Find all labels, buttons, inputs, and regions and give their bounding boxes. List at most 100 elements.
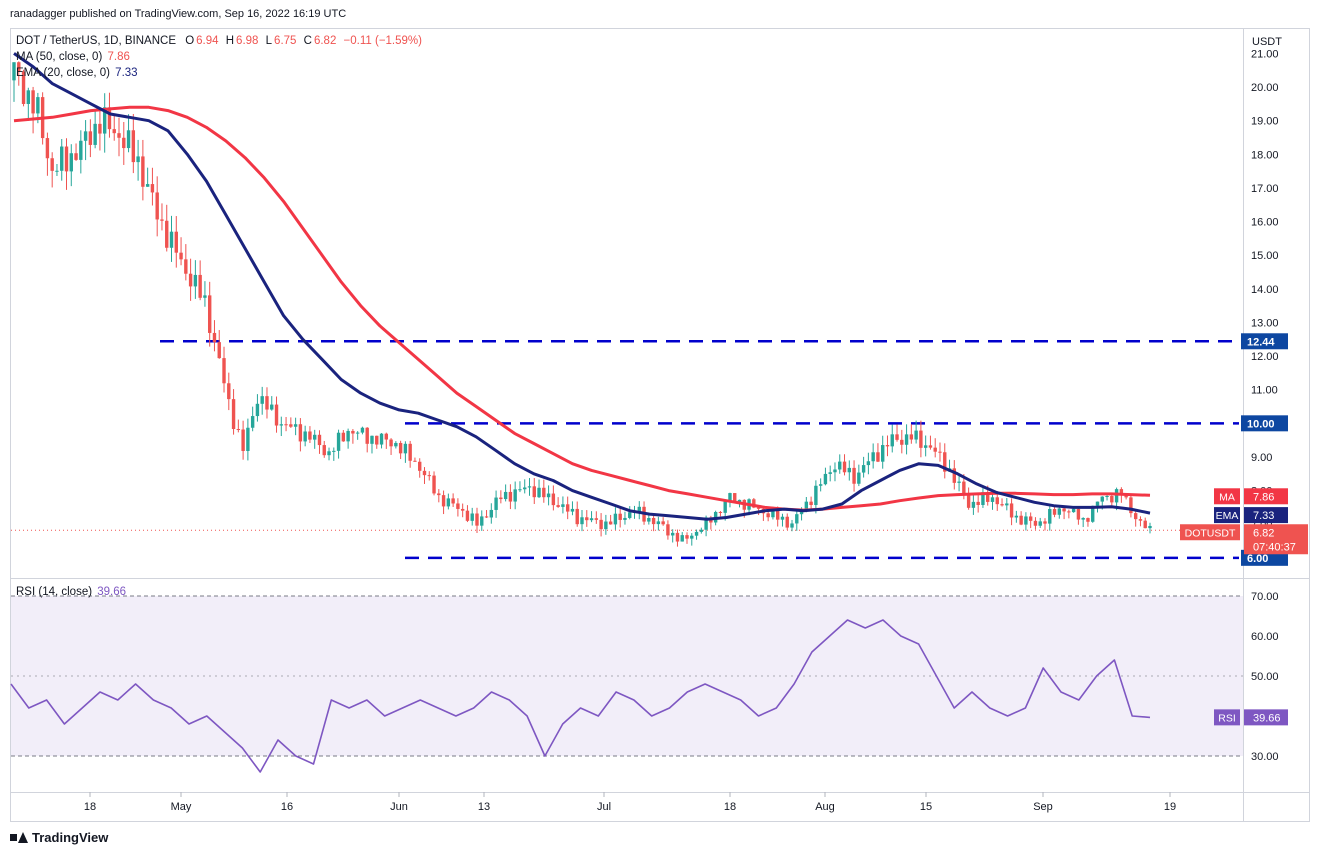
candle-body	[623, 517, 627, 520]
dotusdt-name-tag	[1180, 524, 1240, 541]
candle-body	[69, 153, 73, 172]
candle-body	[637, 506, 641, 512]
rsi-value-label: 39.66	[1253, 712, 1281, 724]
candle-body	[766, 513, 770, 518]
candle-body	[928, 445, 933, 448]
ema-value-label: 7.33	[1253, 510, 1274, 522]
candle-body	[112, 129, 116, 134]
price-tick-label: 20.00	[1251, 82, 1279, 94]
candle-body	[408, 443, 412, 461]
ma-line	[13, 105, 1151, 512]
publisher-header: ranadagger published on TradingView.com,…	[10, 8, 347, 20]
time-tick-label: 18	[724, 801, 736, 813]
candle-body	[117, 133, 121, 138]
candle-body	[236, 429, 241, 431]
candle-body	[900, 439, 904, 445]
candle-body	[1048, 509, 1052, 524]
candle-body	[685, 535, 689, 539]
candle-body	[556, 505, 560, 507]
tradingview-brand: TradingView	[32, 830, 109, 845]
candle-body	[857, 472, 861, 484]
candle-body	[1028, 516, 1033, 521]
candle-body	[876, 452, 880, 462]
time-tick-label: Aug	[815, 801, 835, 813]
candle-body	[475, 513, 479, 526]
time-tick-label: 13	[478, 801, 490, 813]
candle-body	[494, 497, 498, 510]
candle-body	[155, 192, 159, 220]
rsi-line	[10, 619, 1151, 773]
candle-body	[98, 123, 102, 134]
rsi-name-label: RSI	[1218, 712, 1236, 724]
candle-body	[289, 424, 293, 427]
candle-body	[1143, 520, 1147, 529]
candle-body	[966, 494, 971, 508]
candle-body	[484, 516, 489, 518]
candle-body	[441, 495, 446, 507]
candle-body	[904, 434, 909, 445]
candle-body	[618, 513, 622, 520]
candle-body	[752, 499, 756, 508]
candle-body	[1052, 509, 1057, 515]
tradingview-footer[interactable]: TradingView	[10, 830, 108, 845]
dotusdt-name-label: DOTUSDT	[1185, 527, 1236, 539]
candle-body	[628, 512, 632, 518]
candle-body	[1110, 496, 1114, 503]
candle-body	[613, 513, 618, 525]
candle-body	[270, 404, 274, 410]
candle-body	[413, 460, 417, 462]
rsi-name-tag	[1214, 709, 1240, 726]
candle-body	[231, 399, 236, 430]
candle-body	[1062, 508, 1066, 512]
price-tick-label: 9.00	[1251, 452, 1272, 464]
candle-body	[60, 146, 64, 171]
candle-body	[165, 220, 169, 248]
dotusdt-value-tag	[1244, 524, 1308, 555]
rsi-tick-label: 30.00	[1251, 751, 1279, 763]
candle-body	[990, 497, 995, 502]
candle-body	[1105, 496, 1109, 498]
candle-body	[313, 434, 317, 440]
candle-body	[728, 493, 732, 501]
candle-body	[699, 529, 704, 532]
candle-body	[489, 509, 494, 518]
candle-body	[17, 62, 21, 72]
candle-body	[804, 501, 809, 512]
candle-body	[303, 431, 307, 442]
candle-body	[370, 435, 374, 444]
candle-body	[814, 485, 818, 505]
candle-body	[207, 295, 212, 333]
candle-body	[322, 445, 326, 456]
candle-body	[771, 509, 775, 518]
candle-body	[470, 513, 474, 521]
candle-body	[351, 430, 355, 434]
candle-body	[212, 332, 217, 343]
candle-body	[546, 493, 551, 498]
candle-body	[842, 461, 847, 473]
candle-body	[198, 274, 202, 298]
candle-body	[255, 403, 260, 417]
candle-body	[847, 467, 851, 473]
dotusdt-countdown: 07:40:37	[1253, 541, 1296, 553]
price-tick-label: 12.00	[1251, 351, 1279, 363]
candle-body	[1129, 497, 1133, 514]
candle-body	[690, 535, 694, 539]
level-tag	[1241, 415, 1288, 432]
candle-body	[365, 427, 369, 444]
candle-body	[513, 489, 517, 502]
candle-body	[704, 517, 708, 530]
candle-body	[308, 431, 312, 440]
candle-body	[518, 489, 522, 491]
candle-body	[465, 510, 470, 521]
candle-body	[542, 487, 546, 498]
ema-legend-value: 7.33	[115, 67, 138, 79]
candle-body	[971, 501, 976, 508]
candle-body	[355, 432, 360, 434]
candle-body	[790, 523, 794, 528]
candle-body	[451, 498, 455, 504]
candle-body	[360, 427, 365, 433]
price-tick-label: 13.00	[1251, 317, 1279, 329]
candle-body	[341, 432, 346, 442]
candle-body	[604, 521, 608, 530]
